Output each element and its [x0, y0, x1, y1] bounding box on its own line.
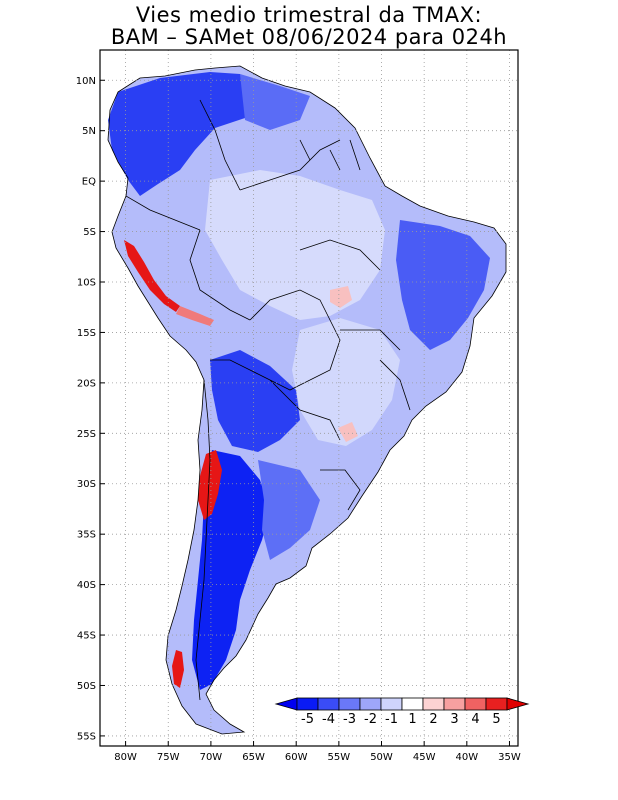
colorbar-segment — [359, 697, 382, 711]
border-brazil-bolivia — [249, 289, 341, 381]
colorbar-segment — [338, 697, 361, 711]
colorbar-label: 1 — [408, 712, 416, 727]
lat-tick-label: 35S — [77, 530, 96, 541]
map-title-line1: Vies medio trimestral da TMAX: — [135, 3, 483, 27]
coastline — [107, 65, 507, 735]
colorbar-label: -4 — [322, 712, 335, 727]
colorbar-segment — [296, 697, 319, 711]
lat-tick-label: 55S — [77, 731, 96, 742]
lat-tick-label: EQ — [82, 177, 96, 188]
colorbar-label: 5 — [492, 712, 500, 727]
lon-tick-label: 45W — [413, 752, 436, 763]
axes: 10N 5N EQ 5S 10S 15S 20S 25S 30S 35S 40S 45S 50S 55S 8… — [76, 76, 521, 763]
map-title-line2: BAM – SAMet 08/06/2024 para 024h — [110, 25, 508, 49]
colorbar: -5 -4 -3 -2 -1 1 2 3 4 5 — [274, 697, 530, 727]
colorbar-segment — [443, 697, 466, 711]
country-borders — [107, 65, 507, 735]
light-red-spot-1 — [330, 286, 352, 308]
border-guianas — [299, 139, 361, 171]
colorbar-label: -5 — [301, 712, 314, 727]
lat-tick-label: 50S — [77, 681, 96, 692]
border-uruguay — [320, 469, 361, 511]
colorbar-label: -3 — [343, 712, 356, 727]
lon-tick-label: 60W — [285, 752, 308, 763]
border-venezuela-brazil — [239, 139, 341, 191]
colorbar-label: 4 — [471, 712, 479, 727]
positive-bias-peru-2 — [176, 306, 214, 326]
lat-tick-label: 10S — [77, 278, 96, 289]
colorbar-label: 3 — [450, 712, 458, 727]
lon-tick-label: 50W — [370, 752, 393, 763]
border-ecuador-peru — [125, 195, 201, 231]
mid-bias-venezuela — [240, 74, 310, 130]
border-paraguay-argentina — [269, 379, 341, 441]
lat-tick-label: 10N — [76, 76, 96, 87]
colorbar-right-arrow — [506, 697, 530, 711]
lat-tick-label: 30S — [77, 479, 96, 490]
mid-bias-pampas — [258, 460, 320, 560]
colorbar-segment — [380, 697, 403, 711]
lon-tick-label: 70W — [200, 752, 223, 763]
colorbar-segment — [317, 697, 340, 711]
strong-bias-northeast — [396, 220, 490, 350]
border-bolivia-paraguay — [210, 359, 311, 391]
lat-tick-label: 15S — [77, 328, 96, 339]
positive-bias-chile — [198, 450, 222, 520]
colorbar-segment — [464, 697, 487, 711]
lon-tick-label: 55W — [328, 752, 351, 763]
lat-tick-label: 40S — [77, 580, 96, 591]
colorbar-label: 2 — [429, 712, 437, 727]
border-brazil-internal — [299, 239, 411, 411]
strong-bias-colombia — [108, 72, 260, 196]
positive-bias-peru — [124, 240, 180, 312]
strong-bias-chaco — [210, 350, 300, 452]
colorbar-label: -2 — [364, 712, 377, 727]
positive-bias-south — [172, 650, 184, 688]
grid-lines — [100, 50, 518, 746]
bias-field — [108, 66, 506, 734]
lat-tick-label: 20S — [77, 378, 96, 389]
pale-region-east — [292, 318, 400, 446]
lat-tick-label: 5N — [82, 126, 96, 137]
plot-frame — [99, 49, 519, 747]
lat-tick-label: 5S — [83, 227, 96, 238]
colorbar-segment — [485, 697, 508, 711]
lon-tick-label: 75W — [157, 752, 180, 763]
colorbar-label: -1 — [385, 712, 398, 727]
lon-tick-label: 65W — [242, 752, 265, 763]
colorbar-segment — [401, 697, 424, 711]
light-red-spot-2 — [338, 422, 358, 442]
lat-tick-label: 25S — [77, 429, 96, 440]
lon-tick-label: 35W — [498, 752, 521, 763]
border-colombia-venezuela — [199, 99, 241, 191]
pale-region-amazon — [205, 170, 385, 320]
border-peru-brazil — [189, 229, 251, 321]
colorbar-segment — [422, 697, 445, 711]
lat-tick-label: 45S — [77, 631, 96, 642]
lon-tick-label: 80W — [114, 752, 137, 763]
lon-tick-label: 40W — [456, 752, 479, 763]
